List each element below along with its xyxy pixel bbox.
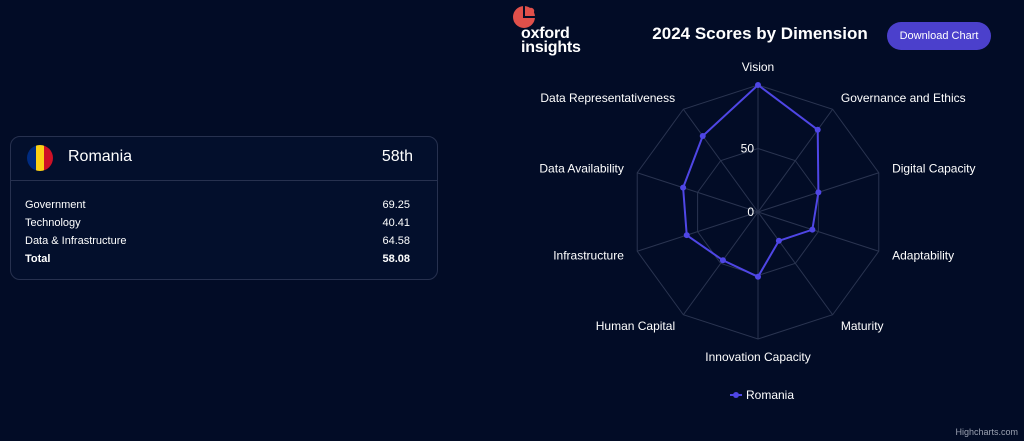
grid-spoke xyxy=(757,108,834,213)
score-row-total: Total 58.08 xyxy=(25,250,410,268)
grid-spoke xyxy=(757,211,834,316)
chart-title: 2024 Scores by Dimension xyxy=(652,24,868,43)
logo-line: insights xyxy=(521,39,581,56)
score-value: 40.41 xyxy=(382,217,410,229)
flag-stripe xyxy=(35,145,45,171)
oxford-insights-logo: oxford insights xyxy=(511,3,591,56)
legend-item-label: Romania xyxy=(746,388,794,402)
logo-line: oxford xyxy=(521,25,570,42)
axis-category-label: Infrastructure xyxy=(553,249,624,263)
highcharts-credits-link[interactable]: Highcharts.com xyxy=(955,427,1018,437)
grid-spoke xyxy=(757,211,879,252)
flag-stripe xyxy=(44,145,53,171)
score-row-government: Government 69.25 xyxy=(25,196,410,214)
score-label: Technology xyxy=(25,217,81,229)
data-point xyxy=(680,184,687,191)
data-point xyxy=(699,132,706,139)
radial-tick-label: 0 xyxy=(747,205,754,219)
country-rank: 58th xyxy=(381,148,413,165)
flag-stripe xyxy=(27,145,36,171)
logo-wordmark: oxford insights xyxy=(521,25,581,56)
card-header: Romania 58th xyxy=(11,137,437,181)
download-chart-button[interactable]: Download Chart xyxy=(887,22,991,50)
axis-category-label: Adaptability xyxy=(892,249,954,263)
data-point xyxy=(683,232,690,239)
grid-spoke xyxy=(637,211,759,252)
axis-category-label: Maturity xyxy=(841,319,884,333)
axis-category-label: Data Availability xyxy=(539,161,624,175)
radial-tick-label: 50 xyxy=(741,142,755,156)
grid-spoke xyxy=(682,108,759,213)
score-row-technology: Technology 40.41 xyxy=(25,214,410,232)
legend-marker xyxy=(733,392,739,398)
score-value: 64.58 xyxy=(382,235,410,247)
score-row-data-infrastructure: Data & Infrastructure 64.58 xyxy=(25,232,410,250)
data-point xyxy=(775,237,782,244)
score-value: 69.25 xyxy=(382,199,410,211)
score-label: Total xyxy=(25,253,51,265)
data-point xyxy=(719,257,726,264)
axis-category-label: Innovation Capacity xyxy=(705,350,810,364)
data-point xyxy=(809,226,816,233)
data-point xyxy=(755,82,761,88)
series-line xyxy=(682,83,820,279)
country-score-card: Romania 58th Government 69.25 Technology… xyxy=(10,136,438,280)
data-point xyxy=(815,189,822,196)
axis-category-label: Data Representativeness xyxy=(540,91,675,105)
score-label: Government xyxy=(25,199,86,211)
axis-category-label: Digital Capacity xyxy=(892,161,975,175)
axis-category-label: Vision xyxy=(742,60,774,74)
score-list: Government 69.25 Technology 40.41 Data &… xyxy=(11,181,437,268)
score-label: Data & Infrastructure xyxy=(25,235,127,247)
romania-flag-icon xyxy=(27,145,53,171)
grid-spoke xyxy=(637,172,759,213)
country-name: Romania xyxy=(68,148,133,165)
grid-spoke xyxy=(682,211,759,316)
score-value: 58.08 xyxy=(382,253,410,265)
data-point xyxy=(755,273,761,280)
axis-category-label: Human Capital xyxy=(596,319,675,333)
logo-mark-icon xyxy=(513,5,536,28)
data-point xyxy=(814,126,821,133)
axis-category-label: Governance and Ethics xyxy=(841,91,966,105)
